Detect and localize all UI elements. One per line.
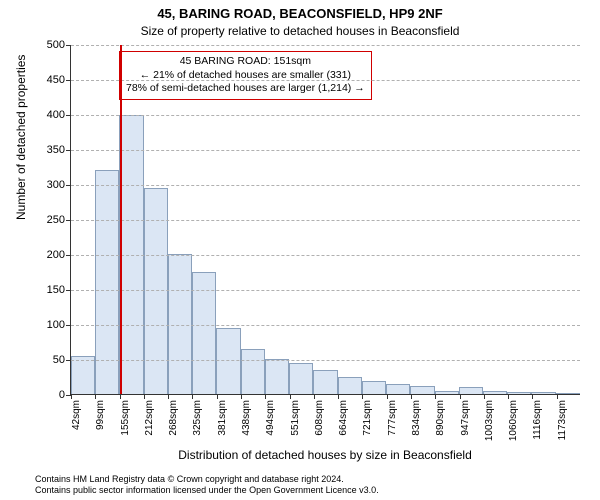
- xtick-label: 1060sqm: [508, 400, 519, 441]
- attribution-line1: Contains HM Land Registry data © Crown c…: [35, 474, 590, 485]
- gridline: [71, 45, 580, 46]
- chart-title: 45, BARING ROAD, BEACONSFIELD, HP9 2NF: [0, 6, 600, 21]
- gridline: [71, 80, 580, 81]
- gridline: [71, 220, 580, 221]
- histogram-bar: [410, 386, 434, 394]
- ytick-mark: [66, 45, 71, 46]
- xtick-label: 268sqm: [168, 400, 179, 436]
- histogram-bar: [362, 381, 386, 394]
- histogram-bar: [168, 254, 192, 394]
- xtick-label: 494sqm: [265, 400, 276, 436]
- xtick-label: 1003sqm: [484, 400, 495, 441]
- ytick-label: 250: [47, 214, 65, 226]
- annotation-line1: 45 BARING ROAD: 151sqm: [126, 55, 365, 69]
- xtick-label: 608sqm: [314, 400, 325, 436]
- xtick-label: 664sqm: [338, 400, 349, 436]
- annotation-box: 45 BARING ROAD: 151sqm ← 21% of detached…: [119, 51, 372, 100]
- chart-subtitle: Size of property relative to detached ho…: [0, 24, 600, 38]
- xtick-label: 99sqm: [95, 400, 106, 430]
- xtick-label: 155sqm: [120, 400, 131, 436]
- plot-area: 45 BARING ROAD: 151sqm ← 21% of detached…: [70, 45, 580, 395]
- histogram-bar: [507, 392, 531, 394]
- gridline: [71, 150, 580, 151]
- gridline: [71, 290, 580, 291]
- xtick-label: 947sqm: [460, 400, 471, 436]
- xtick-label: 777sqm: [387, 400, 398, 436]
- ytick-mark: [66, 150, 71, 151]
- ytick-label: 350: [47, 144, 65, 156]
- xtick-label: 721sqm: [362, 400, 373, 436]
- xtick-label: 1173sqm: [557, 400, 568, 440]
- ytick-label: 0: [59, 389, 65, 401]
- xtick-label: 42sqm: [71, 400, 82, 430]
- histogram-bar: [531, 392, 555, 394]
- histogram-bar: [556, 393, 580, 394]
- ytick-label: 100: [47, 319, 65, 331]
- ytick-label: 50: [53, 354, 65, 366]
- annotation-line3: 78% of semi-detached houses are larger (…: [126, 82, 365, 96]
- x-axis-label: Distribution of detached houses by size …: [70, 448, 580, 462]
- ytick-mark: [66, 80, 71, 81]
- xtick-label: 890sqm: [435, 400, 446, 436]
- gridline: [71, 360, 580, 361]
- xtick-label: 438sqm: [241, 400, 252, 436]
- histogram-bar: [435, 391, 459, 395]
- ytick-mark: [66, 290, 71, 291]
- ytick-mark: [66, 220, 71, 221]
- histogram-bar: [338, 377, 362, 395]
- histogram-bar: [459, 387, 483, 394]
- xtick-label: 1116sqm: [532, 400, 543, 440]
- ytick-label: 400: [47, 109, 65, 121]
- attribution-text: Contains HM Land Registry data © Crown c…: [35, 474, 590, 496]
- ytick-mark: [66, 255, 71, 256]
- chart-container: 45, BARING ROAD, BEACONSFIELD, HP9 2NF S…: [0, 0, 600, 500]
- xtick-label: 325sqm: [192, 400, 203, 436]
- xtick-label: 381sqm: [217, 400, 228, 436]
- ytick-label: 150: [47, 284, 65, 296]
- ytick-mark: [66, 115, 71, 116]
- marker-line: [120, 45, 122, 394]
- ytick-label: 300: [47, 179, 65, 191]
- histogram-bar: [313, 370, 337, 395]
- histogram-bar: [265, 359, 289, 394]
- gridline: [71, 255, 580, 256]
- ytick-mark: [66, 325, 71, 326]
- histogram-bar: [483, 391, 507, 395]
- attribution-line2: Contains public sector information licen…: [35, 485, 590, 496]
- ytick-mark: [66, 360, 71, 361]
- ytick-label: 450: [47, 74, 65, 86]
- histogram-bar: [71, 356, 95, 395]
- histogram-bar: [241, 349, 265, 395]
- histogram-bar: [386, 384, 410, 395]
- gridline: [71, 325, 580, 326]
- histogram-bar: [289, 363, 313, 395]
- ytick-label: 500: [47, 39, 65, 51]
- xtick-label: 212sqm: [144, 400, 155, 436]
- y-axis-label: Number of detached properties: [14, 55, 28, 220]
- gridline: [71, 115, 580, 116]
- ytick-mark: [66, 185, 71, 186]
- xtick-label: 551sqm: [290, 400, 301, 436]
- gridline: [71, 185, 580, 186]
- xtick-label: 834sqm: [411, 400, 422, 436]
- ytick-label: 200: [47, 249, 65, 261]
